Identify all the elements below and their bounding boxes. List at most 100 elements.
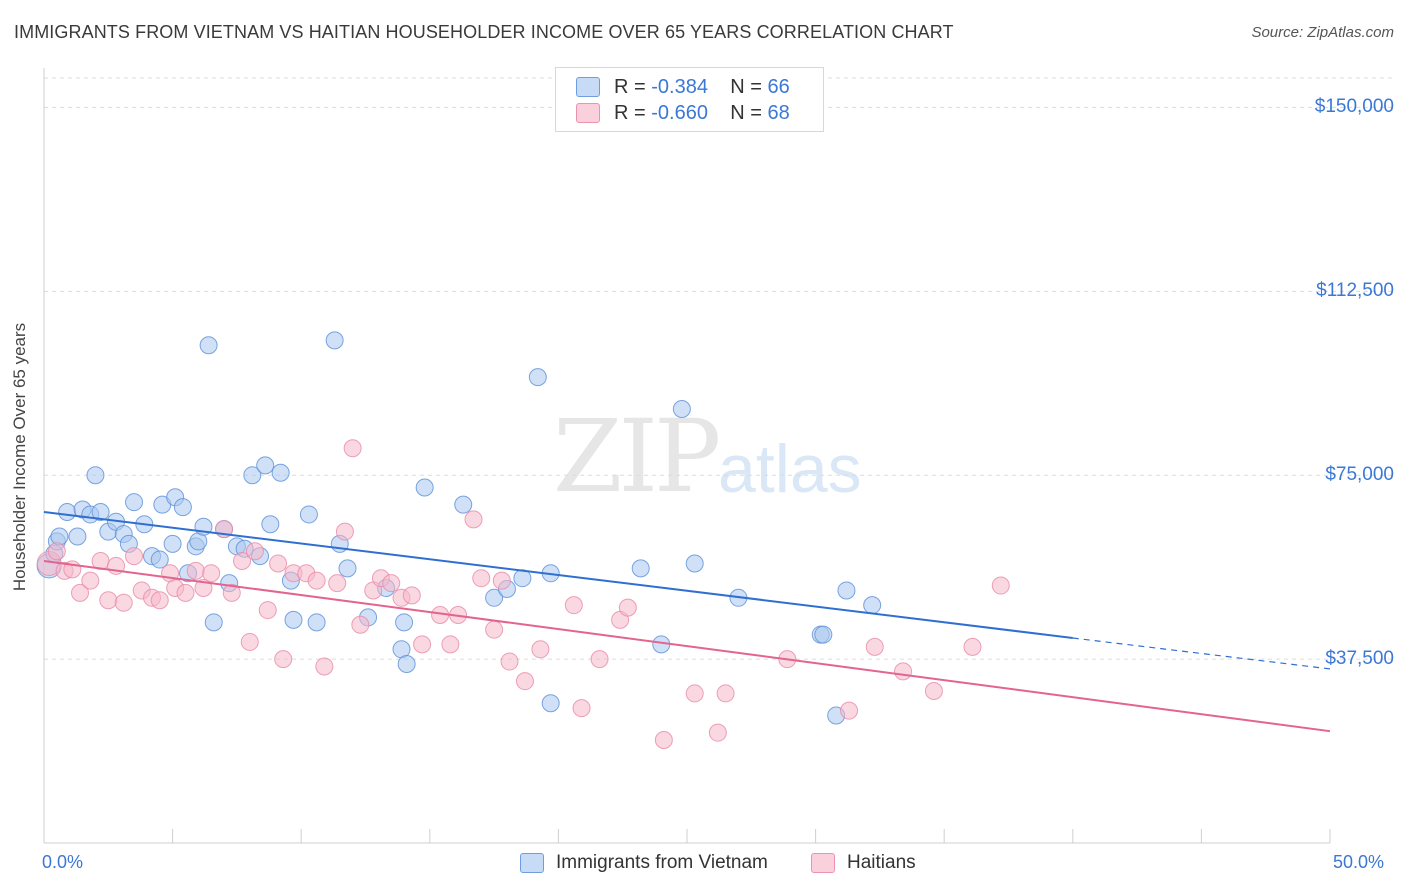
- data-point: [240, 632, 259, 651]
- data-point: [590, 650, 609, 669]
- legend-swatch-haitians: [811, 853, 835, 873]
- grid-lines: [44, 77, 1395, 660]
- data-point: [114, 593, 133, 612]
- data-point: [397, 655, 416, 674]
- data-point: [924, 681, 943, 700]
- data-point: [382, 574, 401, 593]
- data-point: [243, 466, 262, 485]
- data-point: [125, 547, 144, 566]
- legend-item-vietnam[interactable]: Immigrants from Vietnam: [520, 852, 768, 874]
- data-point: [338, 559, 357, 578]
- legend-r-value: -0.384: [651, 75, 708, 98]
- data-point: [654, 731, 673, 750]
- data-point: [71, 583, 90, 602]
- data-point: [528, 368, 547, 387]
- data-point: [454, 495, 473, 514]
- data-point: [150, 550, 169, 569]
- data-point: [204, 613, 223, 632]
- data-point: [685, 554, 704, 573]
- data-point: [307, 571, 326, 590]
- correlation-legend: R = -0.384 N = 66 R = -0.660 N = 68: [555, 67, 824, 132]
- data-point: [894, 662, 913, 681]
- trend-line-extension-0: [1072, 637, 1331, 670]
- legend-n-label: N =: [730, 101, 762, 124]
- data-point: [618, 598, 637, 617]
- data-point: [91, 502, 110, 521]
- y-axis-label: Householder Income Over 65 years: [10, 322, 29, 592]
- data-point: [271, 463, 290, 482]
- data-point: [150, 591, 169, 610]
- data-point: [81, 571, 100, 590]
- watermark-atlas: atlas: [718, 431, 862, 507]
- data-point: [472, 569, 491, 588]
- data-point: [541, 694, 560, 713]
- trend-line-1: [43, 560, 1331, 733]
- legend-n-value: 66: [767, 75, 790, 98]
- data-point: [500, 652, 519, 671]
- legend-r-value: -0.660: [651, 101, 708, 124]
- y-tick-label: $112,500: [1316, 280, 1394, 302]
- y-tick-label: $37,500: [1325, 648, 1394, 670]
- data-point: [50, 527, 69, 546]
- y-tick-label: $150,000: [1314, 96, 1394, 118]
- series-vietnam-points: [36, 331, 882, 725]
- legend-item-haitians[interactable]: Haitians: [811, 852, 916, 874]
- data-point: [176, 583, 195, 602]
- data-point: [441, 635, 460, 654]
- data-point: [256, 456, 275, 475]
- data-point: [222, 583, 241, 602]
- data-point: [68, 527, 87, 546]
- data-point: [299, 505, 318, 524]
- data-point: [395, 613, 414, 632]
- data-point: [492, 571, 511, 590]
- legend-row-vietnam: R = -0.384 N = 66: [576, 75, 790, 99]
- series-legend: Immigrants from Vietnam Haitians: [0, 852, 1406, 878]
- legend-r-label: R =: [614, 101, 646, 124]
- data-point: [564, 596, 583, 615]
- data-point: [685, 684, 704, 703]
- legend-label-haitians: Haitians: [847, 852, 916, 873]
- data-point: [284, 610, 303, 629]
- data-point: [245, 542, 264, 561]
- data-point: [402, 586, 421, 605]
- data-point: [86, 466, 105, 485]
- data-point: [485, 620, 504, 639]
- legend-label-vietnam: Immigrants from Vietnam: [556, 852, 768, 873]
- data-point: [863, 596, 882, 615]
- data-point: [199, 336, 218, 355]
- data-point: [307, 613, 326, 632]
- data-point: [464, 510, 483, 529]
- data-point: [963, 637, 982, 656]
- data-point: [194, 579, 213, 597]
- source-credit: Source: ZipAtlas.com: [1251, 24, 1394, 41]
- data-point: [274, 650, 293, 669]
- data-point: [840, 701, 859, 720]
- data-point: [261, 515, 280, 534]
- data-point: [269, 554, 288, 573]
- data-point: [125, 493, 144, 512]
- trend-line-0: [43, 510, 1073, 640]
- data-point: [186, 561, 205, 580]
- data-point: [837, 581, 856, 600]
- data-point: [708, 723, 727, 742]
- data-point: [413, 635, 432, 654]
- data-point: [351, 615, 370, 634]
- legend-swatch-vietnam: [576, 77, 600, 97]
- axes: [43, 68, 1331, 844]
- watermark-zip: ZIP: [553, 398, 721, 515]
- legend-swatch-vietnam: [520, 853, 544, 873]
- data-point: [173, 498, 192, 517]
- data-point: [202, 564, 221, 583]
- data-point: [47, 542, 66, 561]
- data-point: [716, 684, 735, 703]
- data-point: [485, 588, 504, 607]
- data-point: [58, 502, 77, 521]
- data-point: [233, 552, 252, 571]
- x-tick-label-min: 0.0%: [42, 852, 84, 872]
- data-point: [672, 400, 691, 419]
- data-point: [258, 601, 277, 620]
- legend-r-label: R =: [614, 75, 646, 98]
- data-point: [163, 534, 182, 553]
- data-point: [991, 576, 1010, 595]
